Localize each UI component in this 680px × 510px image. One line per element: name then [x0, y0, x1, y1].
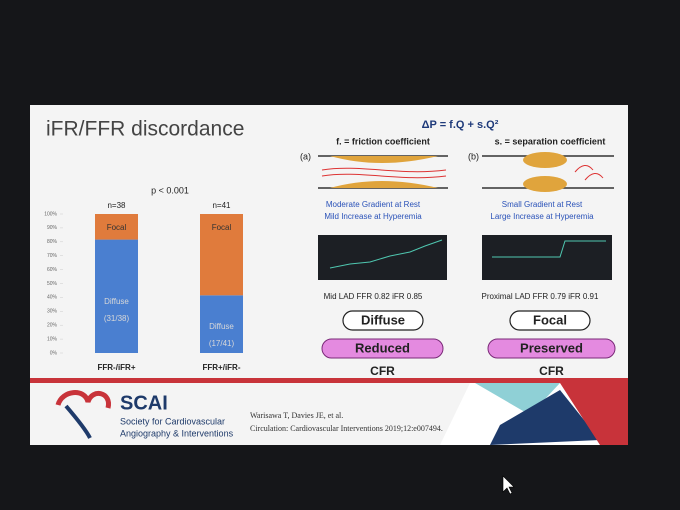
- trace-a: [318, 235, 447, 280]
- panel-caption: Moderate Gradient at Rest: [326, 200, 421, 209]
- panel-stats: Proximal LAD FFR 0.79 iFR 0.91: [482, 292, 599, 301]
- n-label: n=38: [107, 201, 126, 210]
- y-tick-label: 90%: [47, 225, 58, 231]
- panel-heading: s. = separation coefficient: [495, 136, 606, 146]
- segment-label: Focal: [107, 223, 127, 232]
- panel-caption: Small Gradient at Rest: [502, 200, 583, 209]
- y-tick-label: 50%: [47, 281, 58, 287]
- footer-stripe: [30, 378, 628, 383]
- pattern-pill: [509, 310, 591, 331]
- panel-caption: Mild Increase at Hyperemia: [324, 212, 422, 221]
- diagram-b: [482, 152, 614, 192]
- x-tick-label: FFR-/iFR+: [98, 363, 136, 372]
- y-tick-label: 30%: [47, 309, 58, 315]
- society-line: Society for Cardiovascular: [120, 416, 225, 426]
- y-tick-label: 100%: [44, 211, 57, 217]
- cfr-label: CFR: [370, 364, 395, 378]
- panel-tag: (b): [468, 151, 479, 161]
- pattern-label: Diffuse: [361, 312, 405, 327]
- diagram-a: [318, 155, 448, 189]
- bar-segment: [95, 239, 138, 353]
- panel-heading: f. = friction coefficient: [336, 136, 430, 146]
- n-label: n=41: [212, 201, 231, 210]
- value-label: (17/41): [209, 339, 235, 348]
- trace-b: [482, 235, 612, 280]
- y-tick-label: 80%: [47, 239, 58, 245]
- bar-segment: [200, 214, 243, 296]
- bar-segment: [95, 214, 138, 240]
- logo-text: SCAI: [120, 392, 168, 414]
- formula: ΔP = f.Q + s.Q²: [422, 119, 499, 131]
- panel-tag: (a): [300, 151, 311, 161]
- x-tick-label: FFR+/iFR-: [203, 363, 241, 372]
- y-tick-label: 40%: [47, 295, 58, 301]
- segment-label: Diffuse: [104, 297, 129, 306]
- y-tick-label: 0%: [50, 350, 58, 356]
- p-value: p < 0.001: [151, 185, 189, 195]
- panel-stats: Mid LAD FFR 0.82 iFR 0.85: [324, 292, 423, 301]
- pattern-pill: [342, 310, 424, 331]
- y-tick-label: 10%: [47, 336, 58, 342]
- cursor: [502, 475, 515, 495]
- bar-segment: [200, 295, 243, 353]
- footer-shape: [490, 390, 600, 445]
- panel-caption: Large Increase at Hyperemia: [490, 212, 594, 221]
- segment-label: Focal: [212, 223, 232, 232]
- society-line: Angiography & Interventions: [120, 428, 234, 438]
- footer-shape: [560, 383, 628, 445]
- pattern-label: Focal: [533, 312, 567, 327]
- segment-label: Diffuse: [209, 322, 234, 331]
- value-label: (31/38): [104, 314, 130, 323]
- cfr-label: CFR: [539, 364, 564, 378]
- logo-mark: [55, 390, 111, 439]
- cfr-state: Reduced: [355, 340, 410, 355]
- y-tick-label: 60%: [47, 267, 58, 273]
- citation-line: Circulation: Cardiovascular Intervention…: [250, 424, 443, 433]
- cfr-pill: [321, 338, 444, 359]
- cfr-state: Preserved: [520, 340, 583, 355]
- y-tick-label: 70%: [47, 253, 58, 259]
- footer-shape: [475, 383, 560, 415]
- cfr-pill: [487, 338, 616, 359]
- citation-line: Warisawa T, Davies JE, et al.: [250, 411, 343, 420]
- slide-title: iFR/FFR discordance: [46, 118, 244, 141]
- y-tick-label: 20%: [47, 323, 58, 329]
